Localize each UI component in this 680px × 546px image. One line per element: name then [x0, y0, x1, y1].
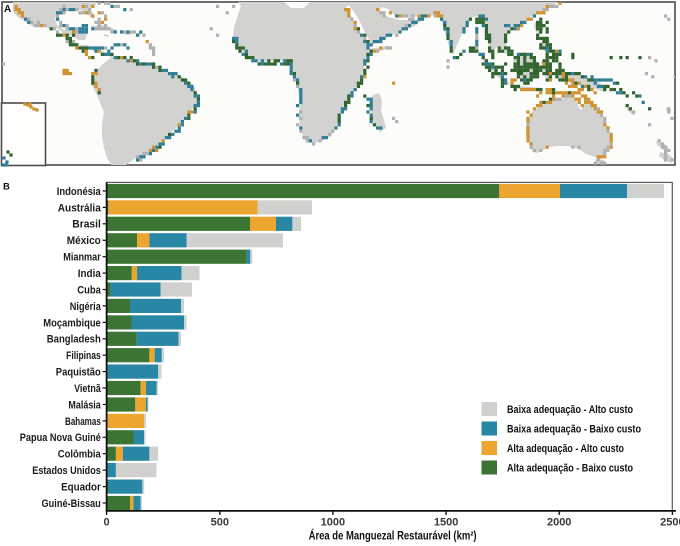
svg-text:Estados Unidos: Estados Unidos	[32, 465, 101, 477]
svg-text:México: México	[67, 235, 101, 247]
svg-text:Brasil: Brasil	[72, 219, 101, 231]
svg-text:A: A	[4, 4, 11, 15]
svg-text:Malásia: Malásia	[68, 399, 101, 411]
svg-text:Filipinas: Filipinas	[66, 350, 101, 362]
svg-text:Bahamas: Bahamas	[65, 416, 101, 428]
svg-text:Vietnã: Vietnã	[74, 383, 101, 395]
svg-text:Baixa adequação - Baixo custo: Baixa adequação - Baixo custo	[507, 423, 641, 435]
svg-text:2500: 2500	[660, 517, 680, 529]
svg-text:2000: 2000	[547, 517, 571, 529]
svg-text:0: 0	[104, 517, 110, 529]
svg-text:B: B	[3, 182, 10, 193]
svg-text:Moçambique: Moçambique	[43, 317, 101, 329]
svg-text:Papua Nova Guiné: Papua Nova Guiné	[20, 432, 101, 444]
svg-text:India: India	[78, 268, 102, 280]
svg-text:Alta adequação - Alto custo: Alta adequação - Alto custo	[507, 443, 624, 455]
svg-text:1500: 1500	[434, 517, 458, 529]
svg-text:Área de Manguezal Restaurável: Área de Manguezal Restaurável (km²)	[309, 530, 477, 543]
svg-text:Bangladesh: Bangladesh	[47, 334, 101, 346]
svg-text:Baixa adequação - Alto custo: Baixa adequação - Alto custo	[507, 404, 633, 416]
svg-text:Alta adequação - Baixo custo: Alta adequação - Baixo custo	[507, 462, 633, 474]
svg-text:Guiné-Bissau: Guiné-Bissau	[42, 498, 101, 510]
svg-text:Mianmar: Mianmar	[63, 252, 101, 264]
svg-text:Colômbia: Colômbia	[58, 449, 102, 461]
svg-text:Nigéria: Nigéria	[70, 301, 102, 313]
svg-text:1000: 1000	[321, 517, 345, 529]
svg-text:Cuba: Cuba	[77, 284, 101, 296]
svg-text:Equador: Equador	[61, 482, 101, 494]
svg-text:500: 500	[211, 517, 229, 529]
svg-text:Indonésia: Indonésia	[57, 186, 102, 198]
svg-text:Austrália: Austrália	[58, 202, 102, 214]
svg-text:Paquistão: Paquistão	[56, 367, 101, 379]
